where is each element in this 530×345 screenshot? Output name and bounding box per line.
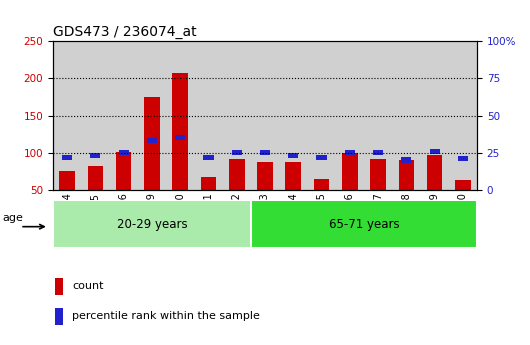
Bar [316, 155, 326, 160]
Bar [251, 41, 279, 190]
Bar [116, 152, 131, 190]
Bar [342, 154, 358, 190]
Bar [401, 157, 411, 163]
Bar [458, 156, 468, 161]
Bar [90, 153, 101, 158]
Bar [429, 149, 440, 154]
Bar [307, 41, 335, 190]
Text: age: age [3, 214, 23, 224]
Bar [81, 41, 110, 190]
Bar [110, 41, 138, 190]
Bar [138, 41, 166, 190]
Bar [53, 200, 251, 248]
Bar [260, 150, 270, 155]
Bar [286, 162, 301, 190]
Bar [53, 41, 81, 190]
Bar [257, 162, 273, 190]
Text: 65-71 years: 65-71 years [329, 218, 399, 231]
Bar [455, 180, 471, 190]
Bar [62, 155, 72, 160]
Bar [370, 159, 386, 190]
Bar [201, 177, 216, 190]
Bar [335, 41, 364, 190]
Bar [392, 41, 420, 190]
Bar [166, 41, 195, 190]
Bar [119, 150, 129, 155]
Bar [427, 155, 443, 190]
Bar [223, 41, 251, 190]
Bar [364, 41, 392, 190]
Bar [144, 97, 160, 190]
Bar [172, 73, 188, 190]
Text: percentile rank within the sample: percentile rank within the sample [72, 311, 260, 321]
Bar [399, 160, 414, 190]
Text: GDS473 / 236074_at: GDS473 / 236074_at [53, 25, 197, 39]
Text: count: count [72, 282, 103, 292]
Bar [420, 41, 449, 190]
Bar [229, 159, 244, 190]
Bar [175, 135, 186, 140]
Bar [279, 41, 307, 190]
Bar [55, 308, 63, 325]
Bar [204, 155, 214, 160]
Bar [449, 41, 477, 190]
Bar [288, 153, 298, 158]
Bar [195, 41, 223, 190]
Bar [344, 150, 355, 155]
Bar [147, 138, 157, 144]
Text: 20-29 years: 20-29 years [117, 218, 187, 231]
Bar [87, 166, 103, 190]
Bar [59, 171, 75, 190]
Bar [373, 150, 383, 155]
Bar [232, 150, 242, 155]
Bar [251, 200, 477, 248]
Bar [314, 179, 329, 190]
Bar [55, 278, 63, 295]
